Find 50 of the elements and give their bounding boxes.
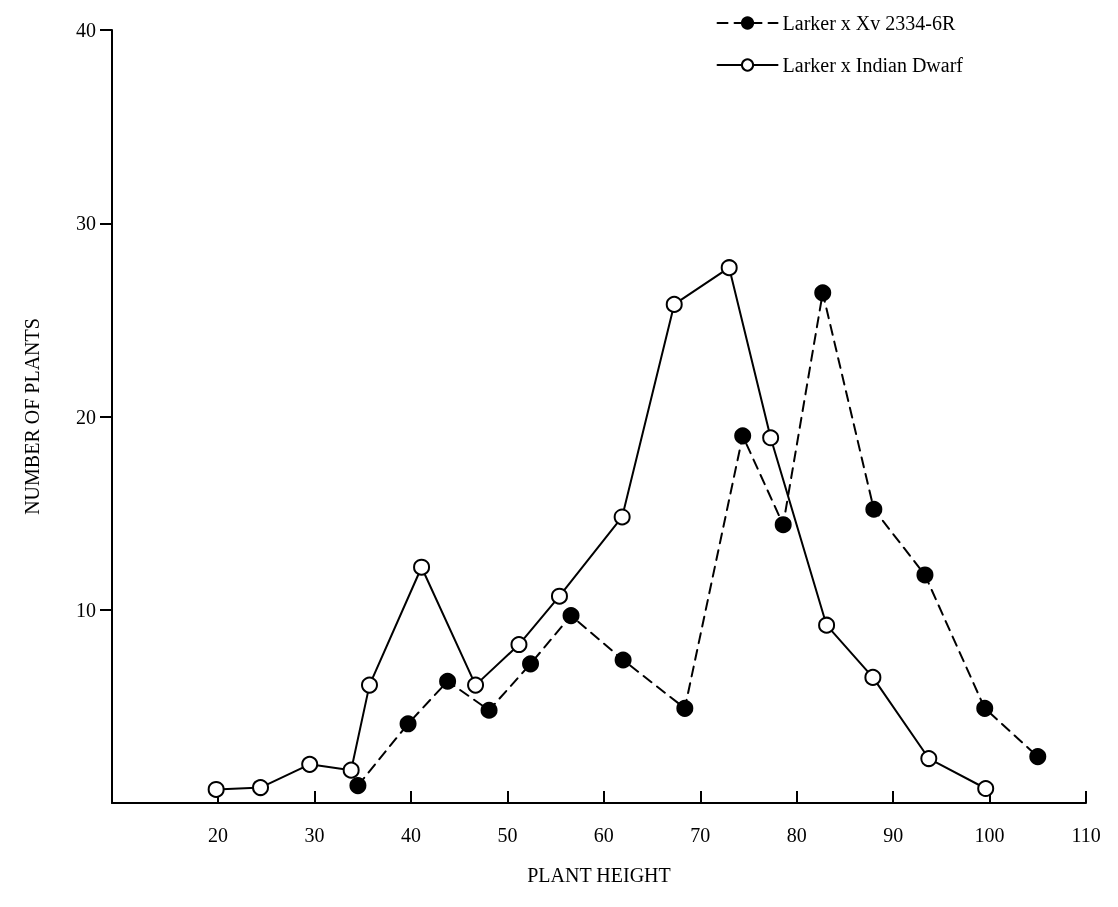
point [439, 672, 457, 690]
legend-label: Larker x Indian Dwarf [782, 54, 964, 76]
x-tick-label: 70 [690, 824, 711, 846]
y-tick-label: 40 [76, 19, 96, 41]
point [1029, 748, 1047, 766]
y-tick-label: 20 [76, 405, 96, 428]
point [399, 715, 417, 733]
y-axis-title: NUMBER OF PLANTS [21, 318, 43, 515]
legend-label: Larker x Xv 2334-6R [782, 12, 956, 34]
point [349, 777, 367, 795]
point [762, 429, 780, 447]
point [562, 607, 580, 625]
x-axis-title: PLANT HEIGHT [527, 864, 671, 886]
x-tick-label: 20 [208, 824, 229, 846]
y-tick-label: 30 [76, 212, 96, 235]
x-tick-label: 40 [400, 824, 421, 846]
point [977, 780, 995, 797]
point [510, 636, 528, 654]
x-tick-label: 110 [1071, 824, 1101, 846]
x-tick-label: 80 [786, 824, 807, 846]
x-tick-label: 100 [974, 824, 1005, 846]
point [207, 780, 225, 798]
point [864, 668, 882, 686]
point [734, 427, 752, 445]
point [522, 655, 540, 673]
point [467, 676, 485, 694]
point [614, 651, 632, 669]
point [720, 259, 738, 277]
y-tick-label: 10 [76, 598, 96, 621]
point [665, 295, 683, 313]
point [818, 616, 836, 634]
point [550, 587, 568, 605]
x-tick-label: 90 [883, 824, 904, 846]
point [342, 761, 360, 779]
x-tick-label: 30 [304, 824, 325, 846]
point [413, 558, 431, 576]
point [976, 699, 994, 717]
point [613, 508, 631, 526]
point [920, 750, 938, 768]
point [865, 500, 883, 518]
x-tick-label: 50 [497, 824, 518, 846]
point [301, 755, 319, 773]
point [774, 516, 792, 534]
point [916, 566, 934, 584]
x-tick-label: 60 [593, 824, 614, 846]
point [676, 699, 694, 717]
point [252, 779, 270, 797]
point [480, 701, 498, 719]
point [361, 676, 378, 694]
point [814, 284, 832, 302]
